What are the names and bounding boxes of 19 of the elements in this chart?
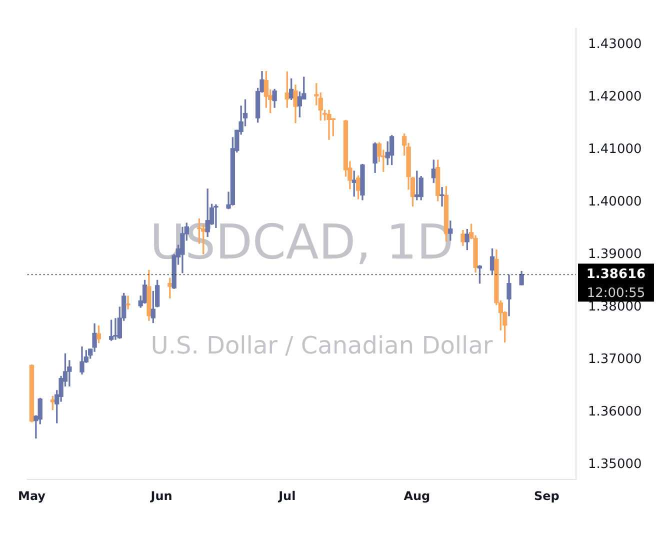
ref-line-label: 1.38616 <box>586 267 646 282</box>
y-tick-label: 1.39000 <box>588 246 642 262</box>
y-tick-label: 1.41000 <box>588 142 642 157</box>
candlestick <box>326 110 332 140</box>
y-tick-label: 1.43000 <box>588 36 642 52</box>
candlestick <box>440 186 444 207</box>
text: U.S. Dollar / Canadian Dollar <box>150 332 493 360</box>
y-tick-label: 1.35000 <box>588 456 642 472</box>
y-tick-label: 1.42000 <box>588 89 642 104</box>
candlestick <box>126 296 130 310</box>
x-tick-label: Jul <box>278 488 296 503</box>
y-tick-label: 1.40000 <box>588 194 642 210</box>
y-tick-label: 1.36000 <box>588 404 642 420</box>
text: 12:00:55 <box>586 286 646 302</box>
x-tick-label: Jun <box>150 488 172 503</box>
x-tick-label: Sep <box>534 488 560 503</box>
x-tick-label: May <box>18 488 46 503</box>
y-tick-label: 1.37000 <box>588 352 642 367</box>
x-tick-label: Aug <box>404 488 430 503</box>
